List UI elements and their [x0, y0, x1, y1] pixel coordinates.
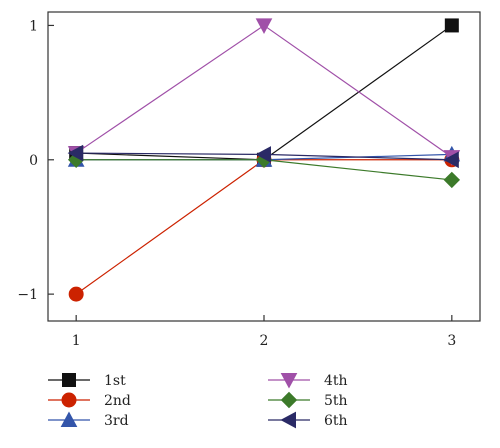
legend-marker [60, 411, 78, 427]
data-point [444, 18, 459, 33]
legend-marker [62, 373, 76, 387]
axes: 1 2 3 −1 0 1 [17, 18, 456, 349]
legend-item: 5th [268, 391, 348, 409]
legend-marker [61, 392, 77, 408]
data-point [443, 171, 461, 189]
series-6th [67, 144, 459, 169]
y-tick-label: 1 [29, 18, 38, 34]
data-point [443, 151, 459, 169]
legend-item: 2nd [48, 392, 131, 409]
x-tick-label: 1 [72, 333, 81, 349]
x-tick-label: 3 [447, 333, 456, 349]
legend-label: 1st [104, 373, 126, 389]
legend-marker [280, 373, 298, 389]
legend-marker [280, 391, 298, 409]
legend-item: 4th [268, 373, 348, 389]
y-tick-label: −1 [17, 287, 38, 303]
series-2nd [68, 152, 460, 302]
series-layer [67, 18, 461, 302]
legend-label: 4th [324, 373, 348, 389]
series-4th [67, 18, 461, 166]
legend: 1st 2nd 3rd 4th 5th 6th [48, 373, 348, 429]
legend-label: 3rd [104, 413, 129, 429]
data-point [67, 144, 84, 162]
data-point [255, 146, 271, 163]
series-line [76, 24, 453, 161]
data-point [255, 18, 273, 34]
y-tick-label: 0 [29, 153, 38, 169]
legend-item: 6th [268, 411, 348, 429]
x-tick-label: 2 [260, 333, 269, 349]
series-line [75, 24, 453, 158]
legend-label: 5th [324, 393, 348, 409]
series-1st [69, 18, 459, 167]
legend-item: 3rd [48, 411, 129, 429]
data-point [68, 286, 84, 302]
legend-label: 2nd [104, 393, 131, 409]
series-line [75, 159, 452, 295]
legend-item: 1st [48, 373, 126, 389]
legend-marker [280, 411, 296, 429]
legend-label: 6th [324, 413, 348, 429]
